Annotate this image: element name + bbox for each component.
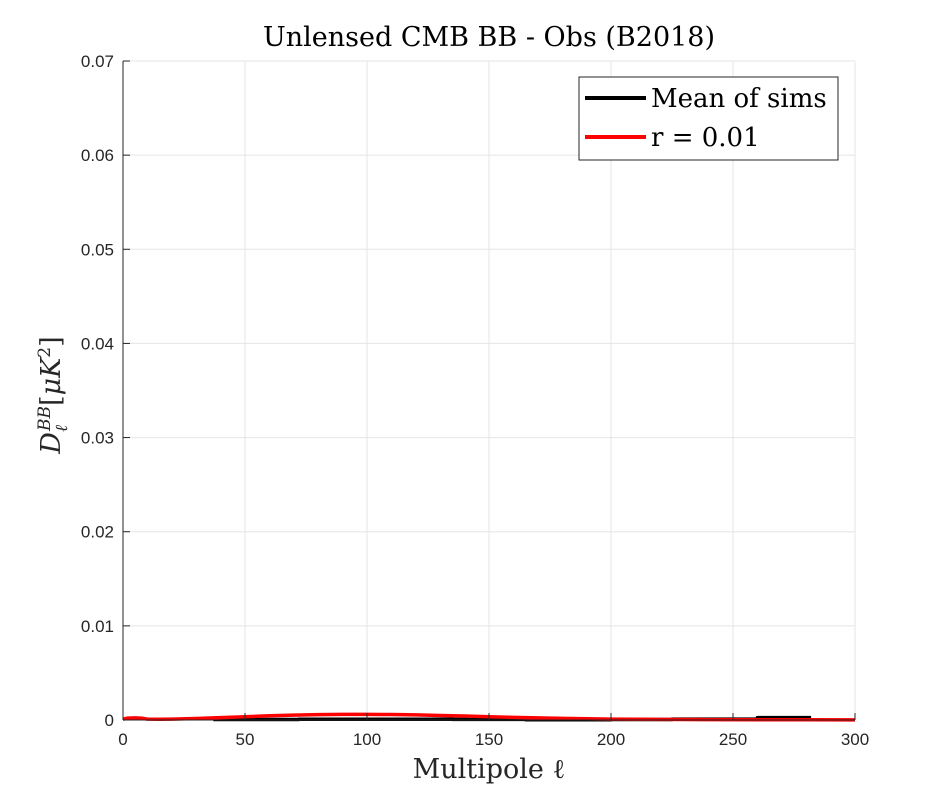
y-tick-label: 0.07 bbox=[81, 52, 114, 71]
legend-box bbox=[578, 76, 839, 161]
x-tick-label: 250 bbox=[719, 730, 747, 749]
x-tick-label: 200 bbox=[597, 730, 625, 749]
y-axis-label: DℓBB[μK2] bbox=[35, 336, 72, 454]
legend-label-mean-of-sims: Mean of sims bbox=[651, 84, 827, 114]
legend: Mean of sims r = 0.01 bbox=[578, 76, 839, 161]
x-tick-label: 150 bbox=[475, 730, 503, 749]
y-tick-label: 0.03 bbox=[81, 429, 114, 448]
grid bbox=[123, 60, 856, 720]
chart-title: Unlensed CMB BB - Obs (B2018) bbox=[263, 22, 715, 53]
y-tick-label: 0.01 bbox=[81, 617, 114, 636]
x-tick-label: 0 bbox=[118, 730, 127, 749]
y-tick-label: 0.04 bbox=[81, 334, 114, 353]
x-tick-label: 100 bbox=[353, 730, 381, 749]
svg-text:DℓBB[μK2]: DℓBB[μK2] bbox=[35, 336, 72, 454]
ticks: 0 50 100 150 200 250 300 0 0.01 0.02 0.03 0.04 0.05 0… bbox=[81, 52, 869, 749]
x-tick-label: 300 bbox=[841, 730, 869, 749]
x-axis-label: Multipole ℓ bbox=[413, 754, 566, 785]
y-tick-label: 0.06 bbox=[81, 146, 114, 165]
legend-label-r-0-01: r = 0.01 bbox=[651, 123, 760, 153]
y-tick-label: 0.02 bbox=[81, 523, 114, 542]
y-tick-label: 0.05 bbox=[81, 240, 114, 259]
y-tick-label: 0 bbox=[105, 711, 114, 730]
series-line-1 bbox=[122, 712, 856, 722]
x-tick-label: 50 bbox=[236, 730, 255, 749]
